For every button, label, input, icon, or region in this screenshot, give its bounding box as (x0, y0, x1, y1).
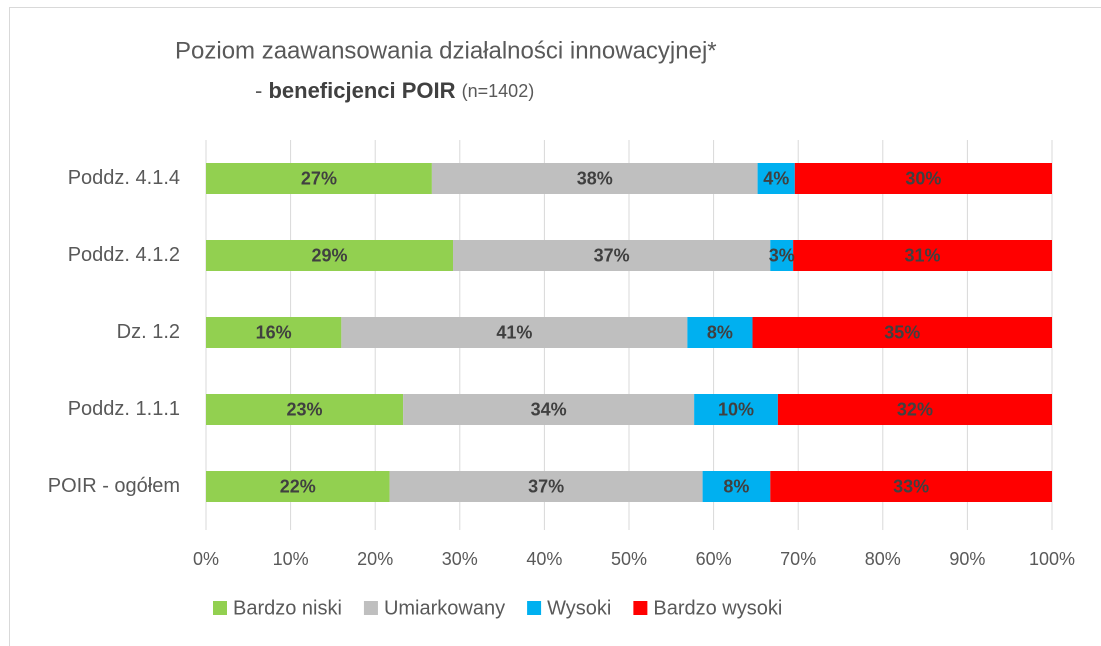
bar-segment (206, 240, 454, 271)
data-label: 31% (905, 245, 941, 265)
subtitle-note: (n=1402) (462, 81, 535, 101)
bar-segment (777, 394, 1052, 425)
legend-label: Umiarkowany (384, 597, 505, 619)
data-label: 34% (531, 399, 567, 419)
x-tick-label: 60% (696, 549, 732, 569)
data-label: 3% (769, 245, 795, 265)
x-tick-label: 10% (273, 549, 309, 569)
y-tick-label: Dz. 1.2 (117, 321, 180, 343)
bar-segment (431, 163, 758, 194)
data-label: 30% (905, 168, 941, 188)
data-label: 27% (301, 168, 337, 188)
data-label: 38% (577, 168, 613, 188)
y-tick-label: Poddz. 1.1.1 (68, 398, 180, 420)
legend-swatch (527, 601, 542, 615)
bar-segment (341, 317, 688, 348)
legend-label: Bardzo wysoki (653, 597, 782, 619)
bar-segment (206, 317, 342, 348)
data-label: 23% (287, 399, 323, 419)
x-tick-label: 0% (193, 549, 219, 569)
y-tick-label: Poddz. 4.1.4 (68, 167, 180, 189)
bar-segment (687, 317, 753, 348)
bar-segment (206, 471, 390, 502)
data-label: 8% (707, 322, 733, 342)
bar-segment (752, 317, 1052, 348)
bar-segment (757, 163, 795, 194)
data-label: 32% (897, 399, 933, 419)
data-label: 37% (594, 245, 630, 265)
subtitle-dash: - (255, 78, 262, 103)
legend-swatch (213, 601, 227, 615)
legend-label: Wysoki (547, 597, 611, 619)
bar-segment (453, 240, 771, 271)
data-label: 8% (723, 476, 749, 496)
x-tick-label: 80% (865, 549, 901, 569)
data-label: 4% (763, 168, 789, 188)
chart-frame (9, 7, 1101, 646)
bar-segment (770, 240, 794, 271)
data-label: 22% (280, 476, 316, 496)
x-tick-label: 20% (357, 549, 393, 569)
y-tick-label: Poddz. 4.1.2 (68, 244, 180, 266)
data-label: 29% (312, 245, 348, 265)
bar-segment (206, 394, 404, 425)
x-tick-label: 90% (949, 549, 985, 569)
bar-segment (403, 394, 695, 425)
bar-segment (694, 394, 778, 425)
bar-segment (702, 471, 771, 502)
legend-swatch (633, 601, 648, 615)
bar-segment (389, 471, 703, 502)
subtitle-bold: beneficjenci POIR (268, 78, 455, 103)
x-tick-label: 30% (442, 549, 478, 569)
data-label: 41% (496, 322, 532, 342)
x-tick-label: 50% (611, 549, 647, 569)
chart-title: Poziom zaawansowania działalności innowa… (175, 37, 717, 64)
data-label: 35% (884, 322, 920, 342)
data-label: 37% (528, 476, 564, 496)
data-label: 16% (256, 322, 292, 342)
x-tick-label: 100% (1029, 549, 1075, 569)
chart-subtitle: - beneficjenci POIR (n=1402) (255, 78, 534, 103)
data-label: 10% (718, 399, 754, 419)
bar-segment (206, 163, 432, 194)
legend-swatch (363, 601, 378, 615)
y-tick-label: POIR - ogółem (48, 475, 180, 497)
x-tick-label: 70% (780, 549, 816, 569)
data-label: 33% (893, 476, 929, 496)
bar-segment (794, 163, 1052, 194)
bar-segment (770, 471, 1052, 502)
x-tick-label: 40% (526, 549, 562, 569)
bar-segment (793, 240, 1052, 271)
legend-label: Bardzo niski (233, 597, 342, 619)
